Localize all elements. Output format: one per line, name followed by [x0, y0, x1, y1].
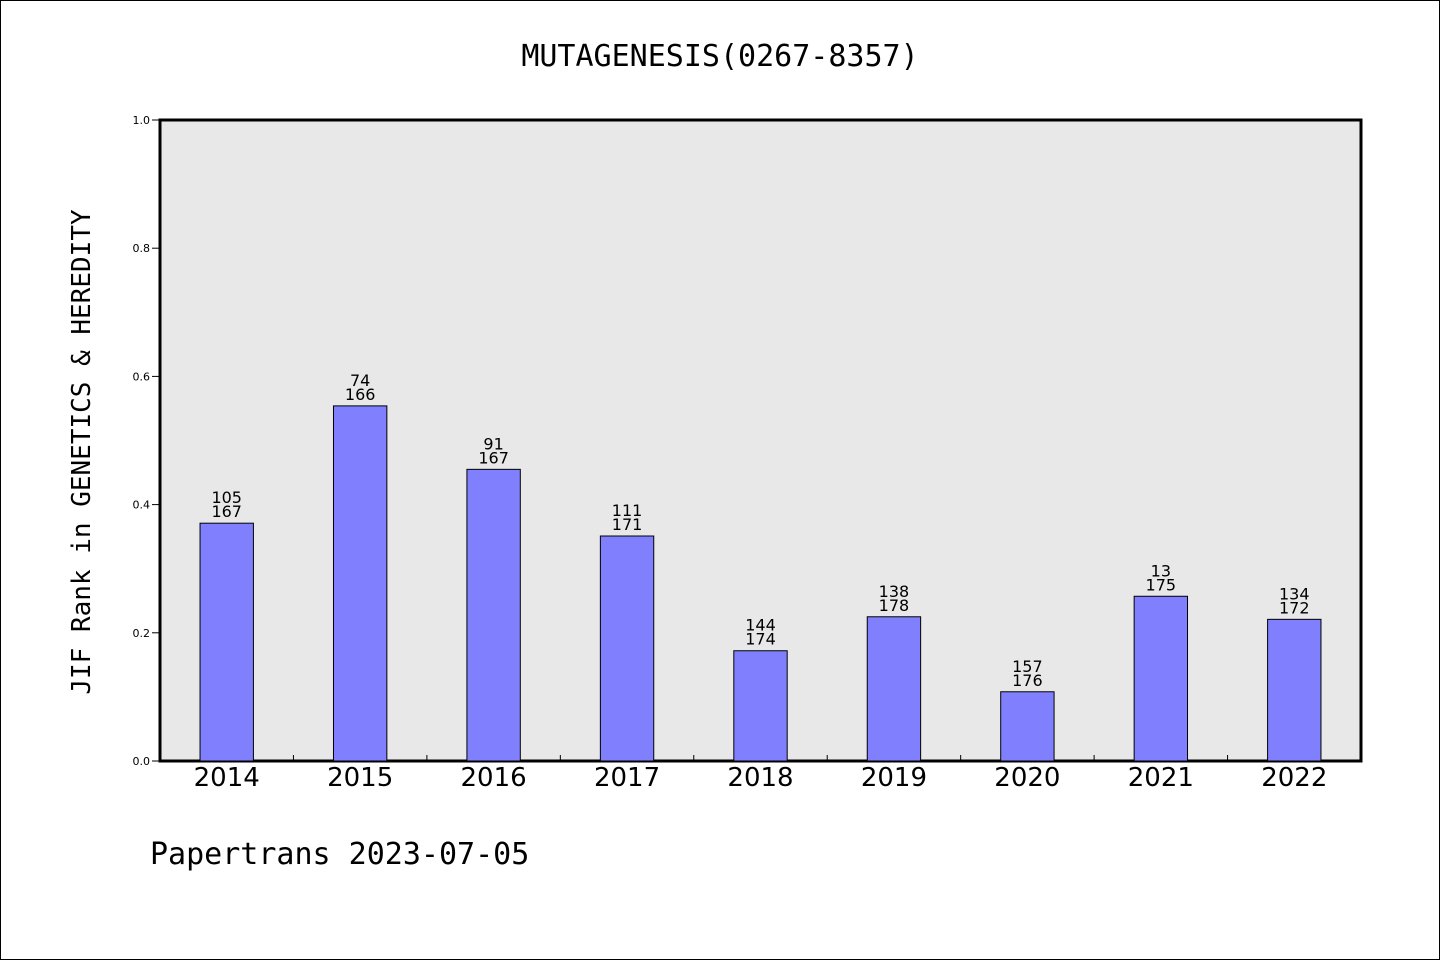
x-tick-label: 2019 [861, 763, 927, 793]
bar-total-label: 172 [1279, 598, 1310, 617]
chart-title: MUTAGENESIS(0267-8357) [521, 39, 918, 74]
x-tick-label: 2020 [994, 763, 1060, 793]
bar-rank-label: 111 [612, 501, 643, 520]
bar-rank-label: 157 [1012, 657, 1043, 676]
x-tick-label: 2017 [594, 763, 660, 793]
bar-2017 [599, 535, 655, 762]
bar-total-label: 174 [745, 630, 776, 649]
x-axis-ticks: 2014 2015 2016 2017 2018 2019 2020 2021 2022 [194, 755, 1327, 793]
bar-2021 [1133, 595, 1189, 762]
y-tick-label: 0.2 [133, 627, 151, 640]
bar-total-label: 171 [612, 515, 643, 534]
bar-total-label: 167 [478, 448, 509, 467]
y-tick-label: 0.6 [133, 370, 151, 383]
x-tick-label: 2018 [727, 763, 793, 793]
y-tick-label: 1.0 [133, 114, 151, 127]
bar-total-label: 175 [1146, 575, 1177, 594]
x-tick-label: 2015 [327, 763, 393, 793]
bar-total-label: 166 [345, 385, 376, 404]
bar-rank-label: 138 [879, 582, 910, 601]
y-axis-ticks: 0.0 0.2 0.4 0.6 0.8 1.0 [133, 114, 160, 768]
bar-rank-label: 74 [350, 371, 370, 390]
bar-2020 [1000, 691, 1055, 762]
bar-rank-label: 13 [1151, 561, 1171, 580]
bar-rank-label: 144 [745, 616, 776, 635]
x-tick-label: 2021 [1128, 763, 1194, 793]
y-tick-label: 0.8 [133, 242, 151, 255]
x-tick-label: 2014 [194, 763, 260, 793]
bar-rank-label: 105 [211, 488, 242, 507]
bar-total-label: 167 [211, 502, 242, 521]
bar-total-label: 176 [1012, 671, 1043, 690]
bar-2014 [199, 522, 254, 762]
bar-rank-label: 91 [483, 434, 503, 453]
footer-text: Papertrans 2023-07-05 [150, 837, 529, 872]
x-tick-label: 2022 [1261, 763, 1327, 793]
bar-2019 [866, 616, 922, 762]
y-axis-label: JIF Rank in GENETICS & HEREDITY [67, 209, 97, 695]
bar-2015 [332, 405, 388, 762]
bars-group: 1051677416691167111171144174138178157176… [199, 371, 1322, 762]
bar-2022 [1267, 618, 1322, 762]
bar-2018 [733, 650, 788, 762]
bar-rank-label: 134 [1279, 584, 1310, 603]
x-tick-label: 2016 [461, 763, 527, 793]
y-tick-label: 0.0 [133, 755, 151, 768]
bar-total-label: 178 [879, 596, 910, 615]
y-tick-label: 0.4 [133, 499, 151, 512]
bar-2016 [466, 468, 521, 762]
